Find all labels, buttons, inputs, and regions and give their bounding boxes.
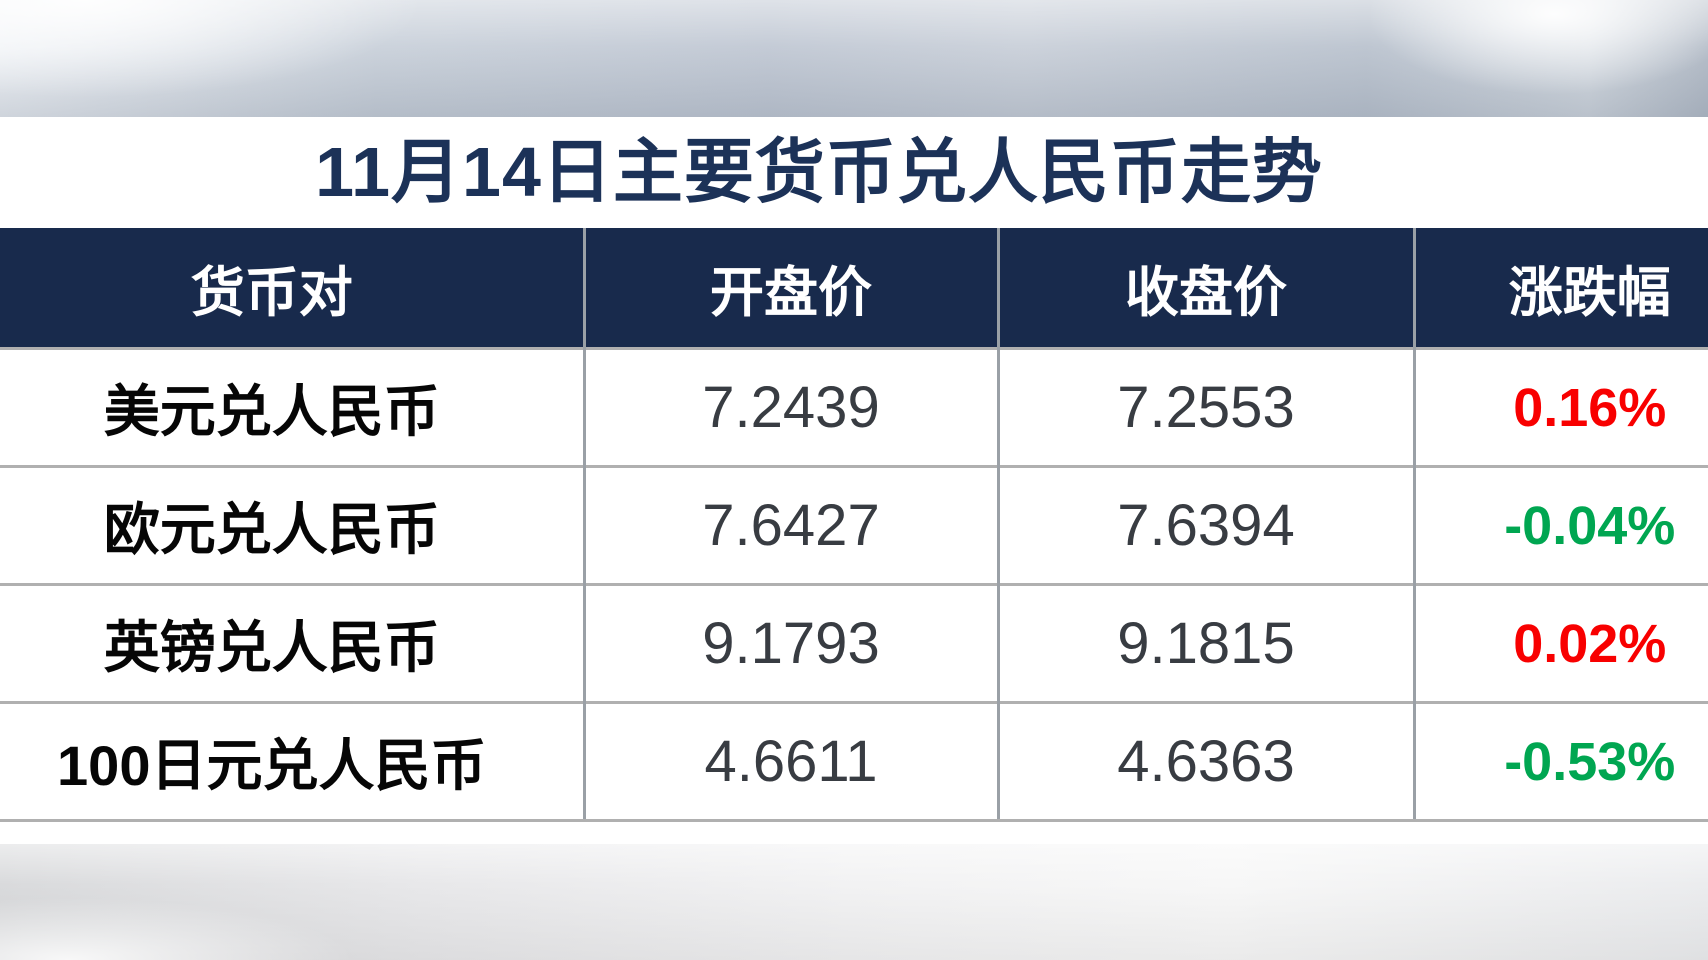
- cell-change: -0.04%: [1412, 465, 1708, 585]
- fx-rates-table: 货币对 开盘价 收盘价 涨跌幅 美元兑人民币 7.2439 7.2553 0.1…: [0, 228, 1708, 822]
- cell-pair: 欧元兑人民币: [0, 465, 584, 585]
- cell-close: 4.6363: [996, 701, 1414, 822]
- cell-close: 9.1815: [996, 583, 1414, 703]
- cell-pair: 英镑兑人民币: [0, 583, 584, 703]
- header-open-price: 开盘价: [582, 228, 998, 349]
- bottom-letterbox-band: [0, 844, 1708, 960]
- table-row: 美元兑人民币 7.2439 7.2553 0.16%: [0, 347, 1708, 467]
- header-close-price: 收盘价: [996, 228, 1414, 349]
- cell-open: 9.1793: [582, 583, 998, 703]
- table-row: 英镑兑人民币 9.1793 9.1815 0.02%: [0, 583, 1708, 703]
- cell-open: 4.6611: [582, 701, 998, 822]
- header-currency-pair: 货币对: [0, 228, 584, 349]
- table-row: 100日元兑人民币 4.6611 4.6363 -0.53%: [0, 701, 1708, 822]
- cell-close: 7.2553: [996, 347, 1414, 467]
- cell-pair: 美元兑人民币: [0, 347, 584, 467]
- cell-change: 0.16%: [1412, 347, 1708, 467]
- cell-pair: 100日元兑人民币: [0, 701, 584, 822]
- header-row: 货币对 开盘价 收盘价 涨跌幅: [0, 228, 1708, 349]
- cell-close: 7.6394: [996, 465, 1414, 585]
- table-row: 欧元兑人民币 7.6427 7.6394 -0.04%: [0, 465, 1708, 585]
- header-change-pct: 涨跌幅: [1412, 228, 1708, 349]
- table-header: 货币对 开盘价 收盘价 涨跌幅: [0, 228, 1708, 349]
- cell-open: 7.2439: [582, 347, 998, 467]
- cell-change: -0.53%: [1412, 701, 1708, 822]
- top-letterbox-band: [0, 0, 1708, 117]
- cell-change: 0.02%: [1412, 583, 1708, 703]
- cell-open: 7.6427: [582, 465, 998, 585]
- page-title: 11月14日主要货币兑人民币走势: [315, 133, 1323, 211]
